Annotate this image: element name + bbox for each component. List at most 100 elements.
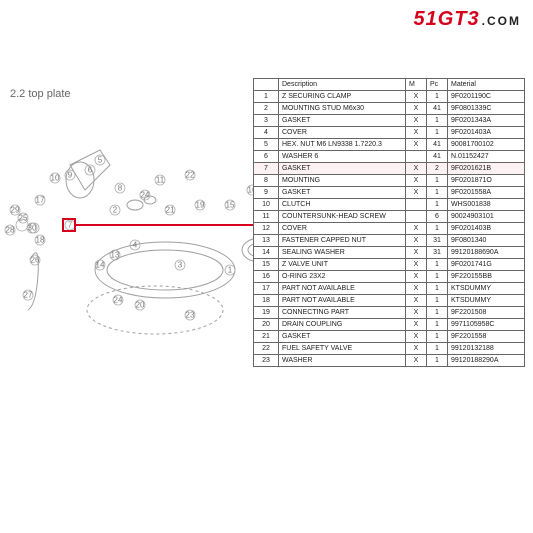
- bom-table: DescriptionMPcMaterial 1 Z SECURING CLAMP…: [253, 78, 525, 367]
- bom-cell: [406, 211, 427, 223]
- bom-cell: 23: [254, 355, 279, 367]
- svg-text:4: 4: [133, 241, 138, 250]
- table-row: 15Z VALVE UNITX19F0201741G: [254, 259, 525, 271]
- svg-text:19: 19: [196, 201, 205, 210]
- bom-cell: 1: [427, 307, 448, 319]
- bom-cell: 8: [254, 175, 279, 187]
- svg-text:6: 6: [88, 166, 93, 175]
- bom-header-row: DescriptionMPcMaterial: [254, 79, 525, 91]
- svg-text:21: 21: [166, 206, 175, 215]
- bom-cell: PART NOT AVAILABLE: [279, 295, 406, 307]
- bom-col-0: [254, 79, 279, 91]
- logo-suffix: .COM: [482, 14, 521, 28]
- bom-cell: X: [406, 127, 427, 139]
- bom-cell: X: [406, 223, 427, 235]
- svg-text:29: 29: [11, 206, 20, 215]
- bom-cell: X: [406, 187, 427, 199]
- bom-cell: HEX. NUT M6 LN9338 1.7220.3: [279, 139, 406, 151]
- bom-cell: 16: [254, 271, 279, 283]
- table-row: 18PART NOT AVAILABLEX1KTSDUMMY: [254, 295, 525, 307]
- table-row: 23WASHERX199120188290A: [254, 355, 525, 367]
- bom-cell: [406, 151, 427, 163]
- table-row: 8MOUNTINGX19F0201871O: [254, 175, 525, 187]
- svg-text:24: 24: [114, 296, 123, 305]
- svg-text:28: 28: [6, 226, 15, 235]
- bom-cell: N.01152427: [448, 151, 525, 163]
- table-row: 14SEALING WASHERX3199120188690A: [254, 247, 525, 259]
- svg-text:23: 23: [186, 311, 195, 320]
- svg-text:26: 26: [31, 256, 40, 265]
- logo-main: 51GT3: [414, 8, 480, 30]
- bom-cell: 9F220155BB: [448, 271, 525, 283]
- bom-cell: 4: [254, 127, 279, 139]
- bom-cell: 9F2201558: [448, 331, 525, 343]
- svg-text:30: 30: [28, 224, 37, 233]
- bom-cell: 19: [254, 307, 279, 319]
- bom-cell: 1: [427, 115, 448, 127]
- svg-text:25: 25: [19, 214, 28, 223]
- svg-text:27: 27: [24, 291, 33, 300]
- bom-cell: 9F0801340: [448, 235, 525, 247]
- bom-cell: X: [406, 271, 427, 283]
- bom-cell: GASKET: [279, 163, 406, 175]
- brand-logo: 51GT3.COM: [414, 8, 522, 31]
- bom-cell: 15: [254, 259, 279, 271]
- bom-cell: 9F0201558A: [448, 187, 525, 199]
- bom-cell: 18: [254, 295, 279, 307]
- table-row: 10CLUTCH1WHS001838: [254, 199, 525, 211]
- bom-cell: GASKET: [279, 331, 406, 343]
- bom-cell: 17: [254, 283, 279, 295]
- bom-cell: 1: [427, 271, 448, 283]
- bom-cell: X: [406, 355, 427, 367]
- bom-cell: X: [406, 91, 427, 103]
- svg-text:15: 15: [226, 201, 235, 210]
- table-row: 1Z SECURING CLAMPX19F0201190C: [254, 91, 525, 103]
- bom-cell: 41: [427, 103, 448, 115]
- svg-text:10: 10: [51, 174, 60, 183]
- bom-cell: 1: [427, 295, 448, 307]
- bom-cell: 1: [427, 259, 448, 271]
- bom-cell: 9F0201190C: [448, 91, 525, 103]
- bom-cell: 1: [427, 175, 448, 187]
- bom-cell: KTSDUMMY: [448, 295, 525, 307]
- highlight-callout-left: [62, 218, 76, 232]
- table-row: 2MOUNTING STUD M6x30X419F0801339C: [254, 103, 525, 115]
- bom-cell: X: [406, 115, 427, 127]
- bom-cell: 2: [427, 163, 448, 175]
- bom-cell: X: [406, 295, 427, 307]
- bom-cell: GASKET: [279, 115, 406, 127]
- bom-cell: 1: [427, 199, 448, 211]
- bom-cell: X: [406, 343, 427, 355]
- bom-cell: X: [406, 283, 427, 295]
- bom-cell: 9F0201343A: [448, 115, 525, 127]
- svg-text:22: 22: [186, 171, 195, 180]
- bom-cell: 1: [427, 283, 448, 295]
- bom-cell: 3: [254, 115, 279, 127]
- bom-cell: X: [406, 139, 427, 151]
- bom-cell: KTSDUMMY: [448, 283, 525, 295]
- bom-cell: 9F2201508: [448, 307, 525, 319]
- bom-cell: 9F0201403B: [448, 223, 525, 235]
- bom-cell: 7: [254, 163, 279, 175]
- bom-cell: 9971105958C: [448, 319, 525, 331]
- table-row: 12COVERX19F0201403B: [254, 223, 525, 235]
- bom-cell: MOUNTING: [279, 175, 406, 187]
- bom-cell: 6: [254, 151, 279, 163]
- svg-text:2: 2: [113, 206, 118, 215]
- bom-cell: 9F0201871O: [448, 175, 525, 187]
- table-row: 16O-RING 23X2X19F220155BB: [254, 271, 525, 283]
- table-row: 4COVERX19F0201403A: [254, 127, 525, 139]
- bom-cell: 1: [427, 127, 448, 139]
- bom-cell: COUNTERSUNK-HEAD SCREW: [279, 211, 406, 223]
- svg-text:24: 24: [141, 191, 150, 200]
- svg-text:5: 5: [98, 156, 103, 165]
- bom-cell: 6: [427, 211, 448, 223]
- bom-cell: 1: [427, 319, 448, 331]
- bom-cell: X: [406, 259, 427, 271]
- bom-cell: 1: [427, 187, 448, 199]
- bom-cell: 1: [427, 91, 448, 103]
- bom-cell: 9F0201741G: [448, 259, 525, 271]
- bom-cell: PART NOT AVAILABLE: [279, 283, 406, 295]
- bom-cell: 5: [254, 139, 279, 151]
- bom-cell: Z SECURING CLAMP: [279, 91, 406, 103]
